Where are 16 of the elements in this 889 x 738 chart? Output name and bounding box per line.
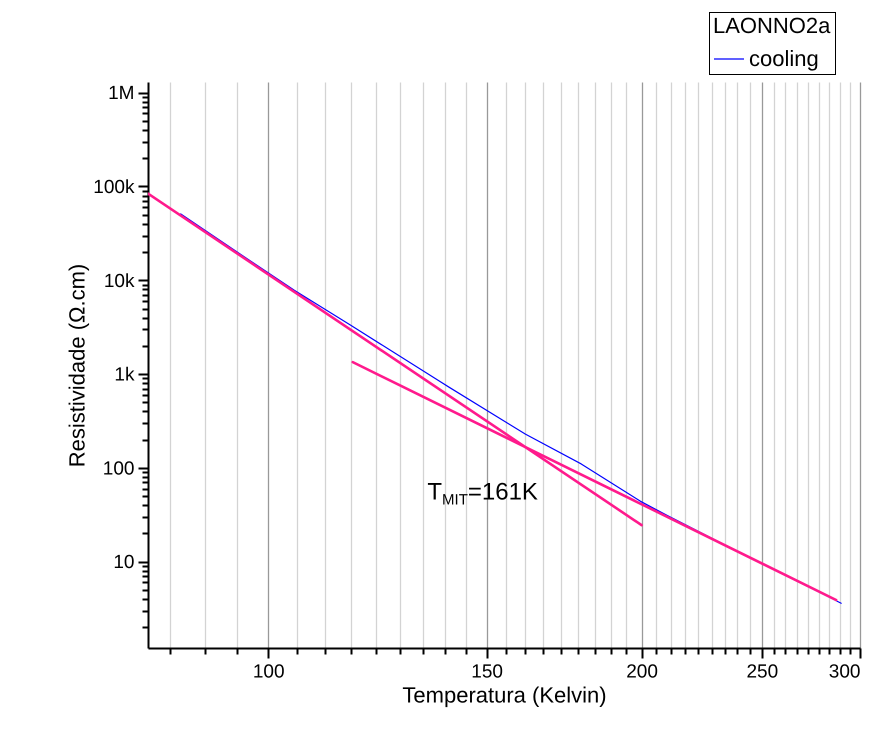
y-tick-label: 10k [104,270,135,292]
x-tick-label: 100 [252,662,285,682]
x-tick-label: 300 [828,662,860,682]
y-tick-label: 1M [108,83,134,104]
y-tick-label: 10 [113,552,134,574]
x-tick-label: 200 [626,662,658,682]
x-tick-label: 250 [746,662,778,682]
y-tick-label: 100k [93,176,135,198]
y-tick-label: 1k [114,364,135,386]
x-axis-title: Temperatura (Kelvin) [402,682,607,708]
y-axis-title: Resistividade (Ω.cm) [64,264,90,468]
annotation: T$_{MIT}$=161K [427,478,538,508]
legend-title: LAONNO2a [713,13,832,38]
x-tick-label: 150 [471,662,503,682]
legend-label: cooling [749,46,819,71]
y-tick-label: 100 [102,458,134,480]
